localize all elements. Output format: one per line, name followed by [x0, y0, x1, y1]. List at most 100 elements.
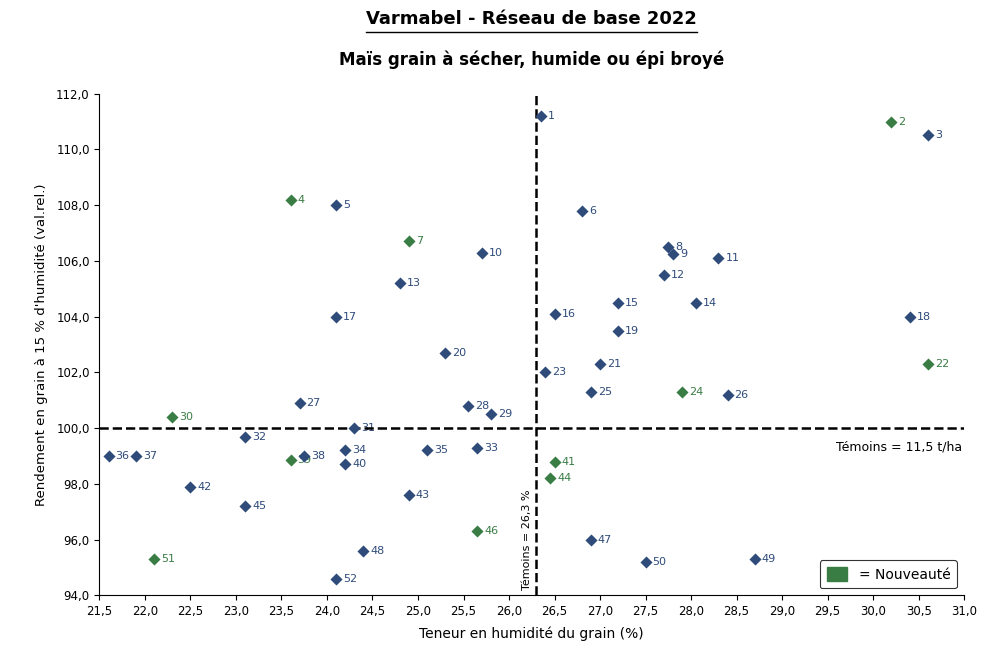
Text: 21: 21: [607, 359, 621, 369]
Point: [164, 411, 180, 422]
Point: [547, 456, 563, 467]
Point: [483, 409, 499, 419]
Point: [674, 387, 690, 397]
Text: 14: 14: [703, 298, 717, 308]
Text: 2: 2: [899, 116, 906, 126]
Text: 51: 51: [161, 554, 175, 564]
X-axis label: Teneur en humidité du grain (%): Teneur en humidité du grain (%): [419, 626, 644, 641]
Text: 44: 44: [557, 474, 572, 483]
Text: 27: 27: [306, 398, 321, 408]
Text: 4: 4: [297, 195, 304, 205]
Text: 41: 41: [562, 457, 576, 466]
Text: 5: 5: [343, 200, 350, 210]
Point: [711, 253, 727, 264]
Point: [328, 200, 344, 211]
Text: 47: 47: [598, 535, 612, 545]
Point: [437, 348, 453, 359]
Text: 10: 10: [489, 248, 503, 258]
Point: [100, 451, 116, 462]
Point: [884, 116, 900, 127]
Point: [919, 359, 935, 369]
Text: 28: 28: [475, 401, 489, 411]
Text: Maïs grain à sécher, humide ou épi broyé: Maïs grain à sécher, humide ou épi broyé: [339, 50, 725, 68]
Text: 23: 23: [553, 367, 567, 377]
Point: [401, 236, 416, 247]
Point: [720, 389, 736, 400]
Text: 32: 32: [252, 432, 266, 442]
Point: [296, 451, 312, 462]
Text: 22: 22: [934, 359, 949, 369]
Text: 20: 20: [452, 348, 466, 358]
Text: 37: 37: [143, 451, 157, 461]
Text: 9: 9: [680, 249, 687, 259]
Point: [656, 270, 672, 280]
Text: Témoins = 26,3 %: Témoins = 26,3 %: [522, 489, 532, 590]
Text: 43: 43: [415, 490, 430, 500]
Point: [660, 242, 676, 252]
Point: [238, 501, 253, 512]
Point: [291, 398, 307, 409]
Point: [469, 442, 485, 453]
Text: 1: 1: [548, 111, 555, 121]
Point: [902, 311, 917, 322]
Text: 19: 19: [625, 326, 639, 336]
Point: [356, 545, 372, 556]
Text: 36: 36: [115, 451, 129, 461]
Text: 16: 16: [562, 309, 576, 319]
Text: 3: 3: [934, 130, 941, 140]
Point: [533, 110, 549, 121]
Text: 38: 38: [311, 451, 325, 461]
Text: 30: 30: [179, 412, 193, 422]
Text: 15: 15: [625, 298, 639, 308]
Text: 42: 42: [198, 482, 212, 492]
Legend: = Nouveauté: = Nouveauté: [820, 560, 957, 589]
Point: [183, 482, 199, 492]
Point: [346, 423, 362, 434]
Text: 25: 25: [598, 387, 612, 397]
Text: 50: 50: [652, 557, 667, 567]
Point: [583, 535, 599, 545]
Point: [610, 325, 626, 336]
Point: [746, 554, 762, 565]
Text: 12: 12: [671, 270, 685, 280]
Text: 11: 11: [726, 253, 740, 263]
Text: 26: 26: [735, 390, 748, 399]
Point: [688, 298, 704, 308]
Point: [610, 298, 626, 308]
Point: [637, 557, 653, 567]
Point: [574, 205, 589, 216]
Point: [238, 432, 253, 442]
Y-axis label: Rendement en grain à 15 % d'humidité (val.rel.): Rendement en grain à 15 % d'humidité (va…: [35, 183, 48, 506]
Text: 13: 13: [407, 278, 420, 288]
Point: [469, 526, 485, 537]
Point: [542, 473, 558, 484]
Point: [460, 401, 476, 411]
Point: [328, 311, 344, 322]
Point: [547, 308, 563, 319]
Text: 39: 39: [297, 455, 312, 465]
Point: [146, 554, 162, 565]
Text: Témoins = 11,5 t/ha: Témoins = 11,5 t/ha: [836, 441, 962, 454]
Point: [392, 278, 408, 288]
Text: 45: 45: [252, 501, 266, 511]
Text: Varmabel - Réseau de base 2022: Varmabel - Réseau de base 2022: [367, 11, 697, 28]
Text: 46: 46: [484, 527, 498, 537]
Text: 18: 18: [916, 312, 930, 322]
Text: 7: 7: [415, 236, 423, 246]
Text: 24: 24: [689, 387, 703, 397]
Point: [592, 359, 608, 369]
Point: [337, 445, 353, 456]
Point: [282, 455, 298, 466]
Text: 8: 8: [675, 242, 683, 252]
Text: 49: 49: [761, 554, 776, 564]
Text: 6: 6: [588, 206, 595, 215]
Point: [328, 573, 344, 584]
Point: [474, 248, 490, 258]
Point: [337, 459, 353, 470]
Point: [665, 249, 681, 260]
Point: [538, 367, 554, 378]
Text: 34: 34: [352, 446, 366, 456]
Point: [419, 445, 435, 456]
Text: 33: 33: [484, 443, 498, 453]
Text: 52: 52: [343, 574, 357, 583]
